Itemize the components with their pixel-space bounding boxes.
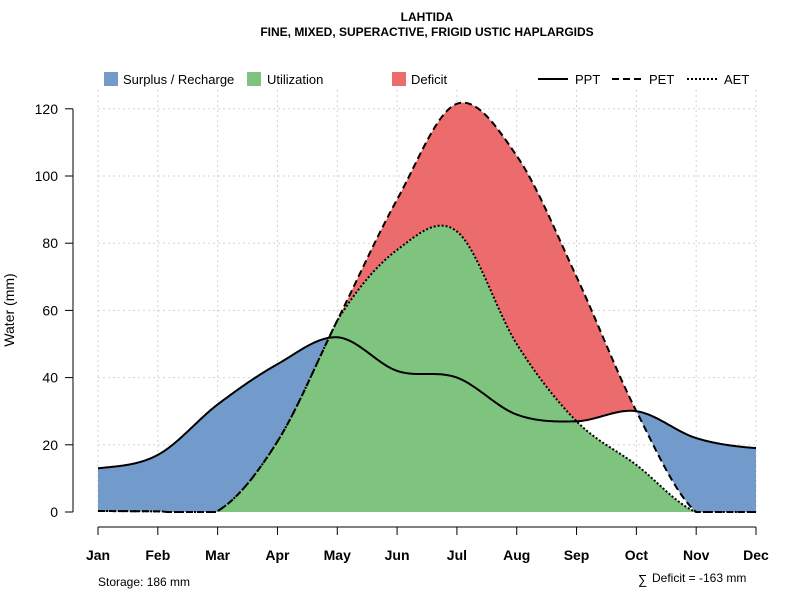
x-tick-label-aug: Aug xyxy=(503,547,530,563)
y-tick-label: 0 xyxy=(50,504,58,520)
x-tick-label-jul: Jul xyxy=(447,547,467,563)
y-tick-label: 60 xyxy=(42,302,58,318)
y-axis: 0 20 40 60 80 100 120 xyxy=(35,101,73,520)
legend-label-pet: PET xyxy=(649,72,674,87)
chart-subtitle: FINE, MIXED, SUPERACTIVE, FRIGID USTIC H… xyxy=(260,25,593,39)
x-tick-label-oct: Oct xyxy=(625,547,649,563)
legend-label-aet: AET xyxy=(724,72,749,87)
x-tick-label-apr: Apr xyxy=(265,547,290,563)
x-tick-label-sep: Sep xyxy=(564,547,590,563)
line-aet xyxy=(97,224,756,513)
y-axis-label: Water (mm) xyxy=(1,273,17,346)
legend: Surplus / Recharge Utilization Deficit P… xyxy=(104,72,749,87)
x-tick-label-mar: Mar xyxy=(205,547,230,563)
area-surplus-recharge xyxy=(98,102,756,513)
area-layer xyxy=(98,102,756,513)
legend-swatch-surplus xyxy=(104,72,118,86)
y-tick-label: 120 xyxy=(35,101,59,117)
legend-label-deficit: Deficit xyxy=(411,72,448,87)
x-axis: Jan Feb Mar Apr May Jun Jul Aug Sep Oct Nov Dec xyxy=(86,527,769,563)
legend-label-utilization: Utilization xyxy=(267,72,323,87)
line-pet xyxy=(97,101,756,513)
deficit-annotation: Deficit = -163 mm xyxy=(652,571,746,585)
area-deficit xyxy=(98,102,756,513)
y-tick-label: 20 xyxy=(42,437,58,453)
y-tick-label: 80 xyxy=(42,235,58,251)
line-layer xyxy=(97,101,757,513)
area-utilization-under-ppt xyxy=(98,337,756,512)
x-tick-label-dec: Dec xyxy=(743,547,769,563)
x-tick-label-may: May xyxy=(324,547,351,563)
legend-label-surplus: Surplus / Recharge xyxy=(123,72,234,87)
y-tick-label: 40 xyxy=(42,370,58,386)
x-tick-label-jan: Jan xyxy=(86,547,110,563)
storage-annotation: Storage: 186 mm xyxy=(98,575,190,589)
legend-swatch-utilization xyxy=(247,72,261,86)
chart-title: LAHTIDA xyxy=(401,10,454,24)
legend-label-ppt: PPT xyxy=(575,72,600,87)
y-tick-label: 100 xyxy=(35,168,59,184)
x-tick-label-nov: Nov xyxy=(683,547,710,563)
x-tick-label-jun: Jun xyxy=(385,547,410,563)
x-tick-label-feb: Feb xyxy=(145,547,170,563)
line-ppt xyxy=(97,336,757,470)
legend-swatch-deficit xyxy=(392,72,406,86)
deficit-sum-symbol: ∑ xyxy=(638,572,647,587)
